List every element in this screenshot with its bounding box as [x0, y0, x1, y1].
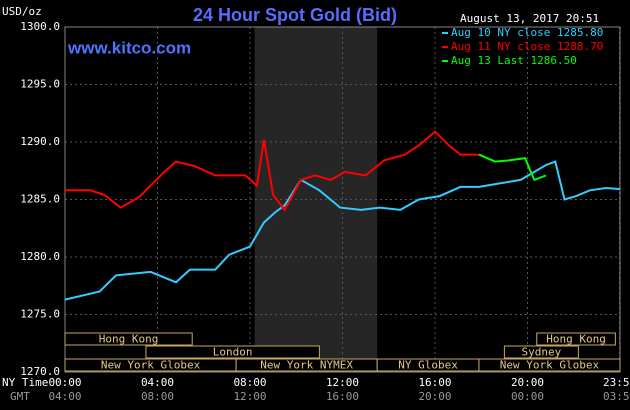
- unit-label: USD/oz: [2, 5, 42, 18]
- x2-tick-label: 00:00: [511, 390, 544, 403]
- legend-label: Aug 10 NY close 1285.80: [451, 26, 603, 39]
- x2-tick-label: 04:00: [48, 390, 81, 403]
- series-line: [478, 153, 547, 182]
- legend-label: Aug 13 Last 1286.50: [451, 54, 577, 67]
- x2-axis-title: GMT: [10, 390, 30, 403]
- y-tick-label: 1300.0: [20, 20, 60, 33]
- x2-tick-label: 08:00: [141, 390, 174, 403]
- x-tick-label: 12:00: [326, 376, 359, 389]
- session-label: New York Globex: [500, 359, 600, 372]
- x2-tick-label: 16:00: [326, 390, 359, 403]
- legend-label: Aug 11 NY close 1288.70: [451, 40, 603, 53]
- x-tick-label: 20:00: [511, 376, 544, 389]
- x-tick-label: 00:00: [48, 376, 81, 389]
- timestamp: August 13, 2017 20:51: [460, 12, 599, 25]
- x2-tick-label: 03:59: [603, 390, 630, 403]
- session-label: Sydney: [522, 346, 562, 359]
- series-line: [64, 160, 621, 301]
- x-tick-label: 08:00: [233, 376, 266, 389]
- plot-frame: [64, 26, 621, 373]
- y-tick-label: 1270.0: [20, 365, 60, 378]
- y-tick-label: 1290.0: [20, 135, 60, 148]
- x-tick-label: 04:00: [141, 376, 174, 389]
- x2-tick-label: 12:00: [233, 390, 266, 403]
- y-tick-label: 1275.0: [20, 308, 60, 321]
- y-tick-label: 1280.0: [20, 250, 60, 263]
- session-label: New York NYMEX: [260, 359, 353, 372]
- x2-tick-label: 20:00: [418, 390, 451, 403]
- y-tick-label: 1295.0: [20, 78, 60, 91]
- session-bar: [503, 345, 579, 359]
- x-tick-label: 16:00: [418, 376, 451, 389]
- x-tick-label: 23:59: [603, 376, 630, 389]
- chart-title: 24 Hour Spot Gold (Bid): [193, 5, 397, 25]
- session-label: Hong Kong: [99, 333, 159, 346]
- session-label: NY Globex: [398, 359, 458, 372]
- session-label: New York Globex: [101, 359, 201, 372]
- session-label: London: [213, 346, 253, 359]
- session-bar: [145, 345, 320, 359]
- session-bar: [478, 358, 621, 372]
- x-axis-title: NY Time: [2, 376, 48, 389]
- y-tick-label: 1285.0: [20, 193, 60, 206]
- series-line: [65, 130, 479, 212]
- website: www.kitco.com: [67, 38, 191, 57]
- session-bar: [536, 332, 616, 346]
- session-bar: [64, 332, 193, 346]
- session-label: Hong Kong: [546, 333, 606, 346]
